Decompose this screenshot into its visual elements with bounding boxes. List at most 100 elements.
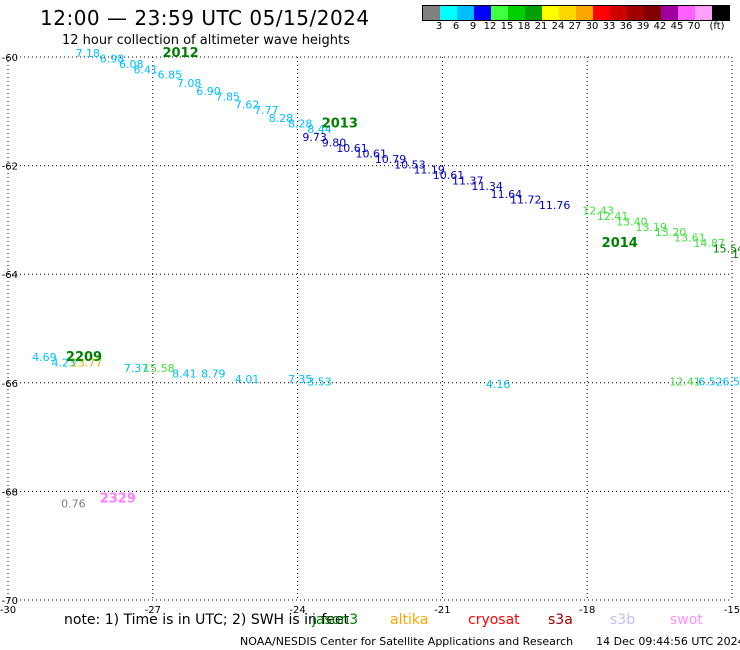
wave-height-point: 7.77 (254, 104, 279, 117)
wave-height-point: 10.61 (356, 147, 388, 160)
pass-label: 2209 (66, 350, 102, 365)
wave-height-point: 13.61 (674, 232, 706, 245)
satellite-legend-s3b: s3b (610, 612, 636, 628)
wave-height-point: 10.61 (433, 169, 465, 182)
wave-height-point: 10.61 (336, 142, 368, 155)
colorbar-tick: 21 (534, 21, 548, 32)
wave-height-point: 11.34 (471, 180, 503, 193)
wave-height-point: 4.01 (235, 373, 260, 386)
wave-height-point: 9.80 (322, 137, 347, 150)
wave-height-point: 15.58 (143, 362, 175, 375)
x-tick-label: -15 (724, 605, 740, 616)
wave-height-point: 8.28 (288, 118, 313, 131)
wave-height-point: 4.23 (51, 357, 76, 370)
colorbar-tick: 24 (551, 21, 565, 32)
wave-height-point: 8.28 (269, 112, 294, 125)
credit-text: NOAA/NESDIS Center for Satellite Applica… (240, 635, 574, 648)
satellite-legend-swot: swot (670, 612, 703, 628)
wave-height-point: 11.76 (539, 199, 571, 212)
wave-height-point: 6.98 (100, 52, 125, 65)
y-tick-label: -70 (2, 596, 18, 607)
colorbar-tick: (ft) (709, 21, 725, 32)
x-tick-label: -18 (579, 605, 595, 616)
wave-height-point: 7.62 (235, 99, 260, 112)
wave-height-point: 7.35 (288, 373, 313, 386)
wave-height-point: 11.72 (510, 194, 542, 207)
colorbar-tick: 36 (619, 21, 633, 32)
satellite-legend-altika: altika (390, 612, 429, 628)
colorbar-swatch (457, 6, 474, 20)
wave-height-point: 6.90 (196, 85, 221, 98)
axes: -30 -27 -24 -21 -18 -15 -60 -62 -64 -66 -68 -70 (0, 53, 740, 616)
colorbar-swatch (593, 6, 610, 20)
wave-height-point: 10.53 (394, 158, 426, 171)
colorbar-swatch (423, 6, 440, 20)
wave-height-point: 14.87 (693, 237, 725, 250)
wave-height-point: 15.54 (713, 242, 740, 255)
wave-height-point: 7.18 (76, 47, 101, 60)
pass-label: 2013 (322, 117, 358, 132)
wave-height-point: 12.41 (597, 210, 629, 223)
pass-labels: 2012 2013 2014 2209 2329 (66, 46, 638, 506)
colorbar-tick: 30 (585, 21, 599, 32)
y-tick-label: -60 (2, 53, 18, 64)
wave-height-point: 4.16 (486, 378, 511, 391)
colorbar-tick: 3 (435, 21, 443, 32)
colorbar-swatch (712, 6, 729, 20)
x-tick-label: -21 (434, 605, 450, 616)
colorbar-swatch (525, 6, 542, 20)
wave-height-point: 11.64 (491, 188, 522, 201)
colorbar-swatch (542, 6, 559, 20)
colorbar-tick: 27 (568, 21, 582, 32)
y-tick-label: -62 (2, 162, 18, 173)
wave-height-point: 8.41 (172, 367, 197, 380)
colorbar-tick: 9 (469, 21, 477, 32)
colorbar-swatch (644, 6, 661, 20)
colorbar-tick: 12 (483, 21, 497, 32)
wave-height-point: 6.85 (158, 69, 183, 82)
colorbar-swatch (508, 6, 525, 20)
wave-height-point: 7.08 (177, 77, 202, 90)
satellite-legend-cryosat: cryosat (468, 612, 520, 628)
x-tick-label: -27 (145, 605, 161, 616)
wave-height-point: 8.79 (201, 367, 226, 380)
wave-height-point: 13.19 (635, 221, 667, 234)
x-tick-label: -24 (289, 605, 305, 616)
wave-height-point: 4.69 (32, 351, 57, 364)
wave-height-colorbar (422, 5, 730, 21)
wave-height-point: 11.37 (452, 175, 484, 188)
colorbar-tick: 15 (500, 21, 514, 32)
colorbar-swatch (695, 6, 712, 20)
chart-title: 12:00 — 23:59 UTC 05/15/2024 (40, 6, 370, 30)
colorbar-swatch (678, 6, 695, 20)
wave-height-point: 10.79 (375, 153, 407, 166)
colorbar-tick: 42 (653, 21, 667, 32)
satellite-legend-s3a: s3a (548, 612, 573, 628)
wave-height-point: 7.85 (216, 90, 241, 103)
colorbar-tick: 6 (452, 21, 460, 32)
wave-height-point: 9.73 (302, 131, 327, 144)
y-tick-label: -66 (2, 379, 18, 390)
wave-height-point: 13.20 (655, 226, 687, 239)
colorbar-tick: 45 (670, 21, 684, 32)
pass-label: 2014 (602, 236, 638, 251)
y-tick-label: -68 (2, 487, 18, 498)
grid-lines (7, 56, 733, 601)
note-row: note: 1) Time is in UTC; 2) SWH is in fe… (64, 612, 349, 628)
wave-height-point: 12.43 (582, 204, 614, 217)
wave-height-point: 8.44 (307, 123, 332, 136)
colorbar-tick: 33 (602, 21, 616, 32)
pass-label: 2329 (100, 491, 136, 506)
wave-height-labels: 7.18 6.986.086.41 6.857.086.907.857.627.77… (32, 47, 740, 511)
wave-height-point: 11.19 (413, 164, 445, 177)
wave-height-point: 12.41 (669, 376, 701, 389)
colorbar-swatch (491, 6, 508, 20)
colorbar-tick-labels: 3 6 9 12 15 18 21 24 27 30 33 36 39 42 45 70 (ft) (422, 21, 740, 35)
colorbar-tick: 70 (687, 21, 701, 32)
colorbar-swatch (440, 6, 457, 20)
timestamp-text: 14 Dec 09:44:56 UTC 2024 (596, 635, 740, 648)
colorbar-swatch (559, 6, 576, 20)
wave-height-point: 6.50 (722, 376, 740, 389)
y-tick-label: -64 (2, 270, 18, 281)
colorbar-tick: 39 (636, 21, 650, 32)
